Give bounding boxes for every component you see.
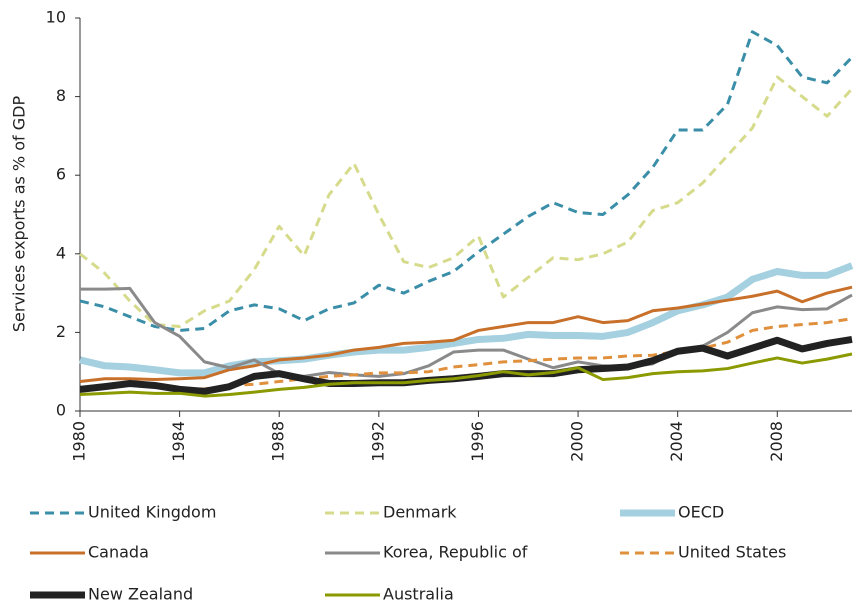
series-line — [80, 286, 853, 378]
x-tick-label: 2004 — [667, 421, 686, 462]
legend-label: United Kingdom — [88, 503, 216, 522]
y-tick-label: 8 — [56, 86, 66, 105]
legend-label: United States — [678, 543, 786, 562]
y-tick-label: 10 — [46, 8, 66, 27]
x-tick-label: 2008 — [767, 421, 786, 462]
x-tick-label: 1980 — [70, 421, 89, 462]
y-tick-label: 0 — [56, 401, 66, 420]
series-line — [79, 30, 854, 332]
legend-label: Denmark — [383, 503, 457, 522]
legend-label: New Zealand — [88, 585, 193, 604]
x-tick-label: 1984 — [169, 421, 188, 462]
series-line — [79, 75, 854, 329]
y-tick-label: 2 — [56, 322, 66, 341]
y-tick-label: 4 — [56, 243, 66, 262]
series-line — [79, 317, 853, 391]
series-line — [79, 262, 854, 377]
legend-label: Australia — [383, 585, 454, 604]
series-line — [79, 285, 853, 384]
legend-label: OECD — [678, 503, 724, 522]
x-tick-label: 1988 — [269, 421, 288, 462]
y-axis-label: Services exports as % of GDP — [10, 96, 29, 333]
y-tick-label: 6 — [56, 165, 66, 184]
x-tick-label: 2000 — [568, 421, 587, 462]
series-line — [79, 352, 853, 398]
x-tick-label: 1992 — [368, 421, 387, 462]
legend-label: Canada — [88, 543, 149, 562]
x-tick-label: 1996 — [468, 421, 487, 462]
legend-label: Korea, Republic of — [383, 543, 528, 562]
